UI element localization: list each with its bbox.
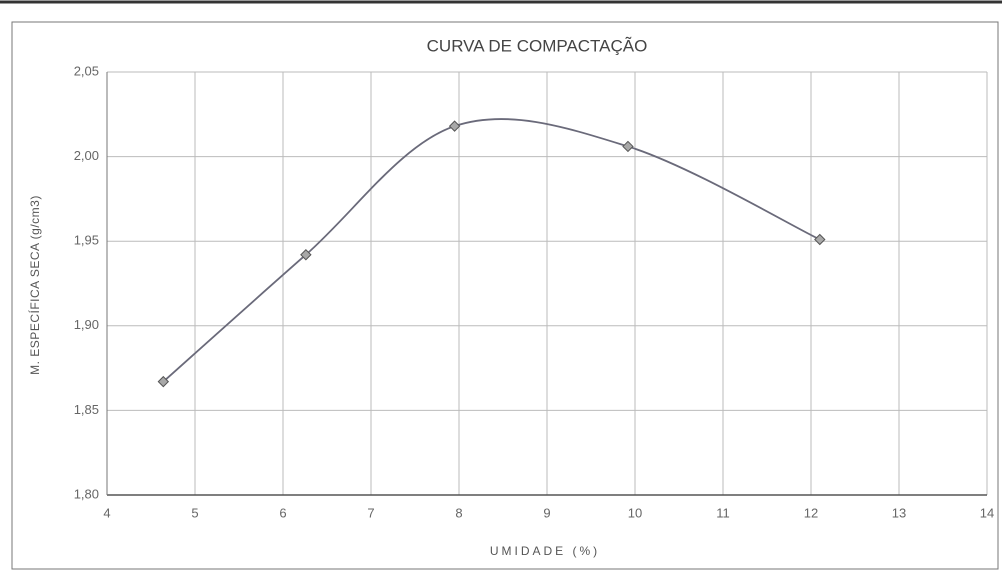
x-tick-label: 6 xyxy=(279,505,286,520)
y-axis-label: M. ESPECÍFICA SECA (g/cm3) xyxy=(27,195,42,375)
y-tick-label: 1,85 xyxy=(74,402,99,417)
x-tick-label: 13 xyxy=(892,505,906,520)
x-tick-label: 4 xyxy=(103,505,110,520)
chart-frame xyxy=(11,21,999,570)
x-axis-label: UMIDADE (%) xyxy=(490,544,600,558)
marker xyxy=(814,233,826,246)
x-tick-label: 12 xyxy=(804,505,818,520)
chart-title: CURVA DE COMPACTAÇÃO xyxy=(427,36,648,55)
y-tick-label: 1,80 xyxy=(74,486,99,501)
x-tick-label: 8 xyxy=(455,505,462,520)
x-tick-label: 14 xyxy=(980,505,994,520)
x-tick-label: 7 xyxy=(367,505,374,520)
x-tick-label: 9 xyxy=(543,505,550,520)
marker xyxy=(300,249,312,261)
y-tick-label: 2,05 xyxy=(74,63,99,78)
marker xyxy=(448,120,461,132)
y-tick-label: 2,00 xyxy=(74,148,99,163)
x-tick-label: 10 xyxy=(628,505,642,520)
marker xyxy=(622,140,634,153)
x-tick-label: 11 xyxy=(716,505,730,520)
y-tick-label: 1,95 xyxy=(74,233,99,248)
y-tick-label: 1,90 xyxy=(74,317,99,332)
marker xyxy=(157,375,170,388)
x-tick-label: 5 xyxy=(191,505,198,520)
